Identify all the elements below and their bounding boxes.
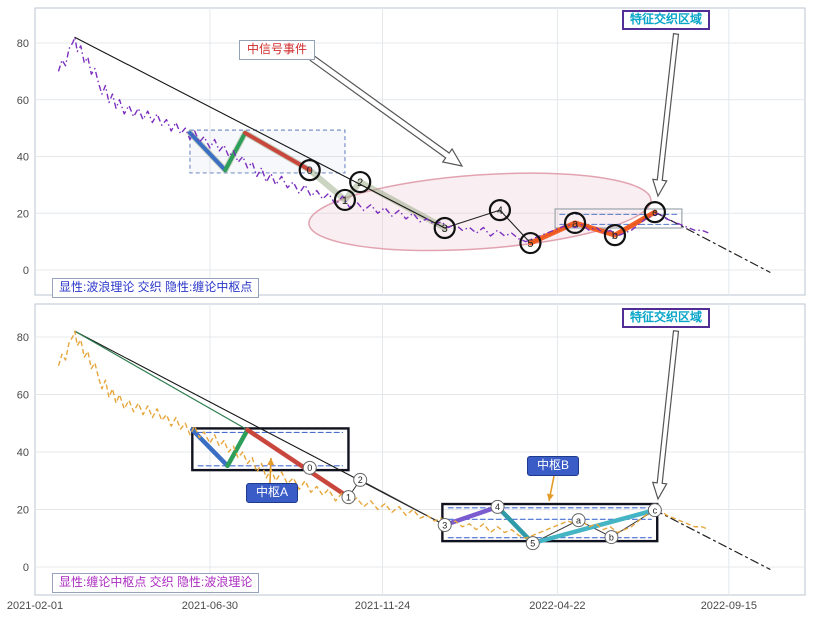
- y-tick-label: 80: [17, 38, 29, 50]
- panel-frame-top: [34, 7, 806, 296]
- legend-caption-top: 显性:波浪理论 交织 隐性:缠论中枢点: [52, 278, 260, 298]
- wave-point-label: c: [653, 505, 658, 515]
- wave-point-label: b: [609, 532, 614, 542]
- price-line-top: [57, 36, 710, 243]
- wave-point-marker: [333, 188, 357, 212]
- wave-point-label: 0: [307, 165, 313, 177]
- wave-point-label: 0: [307, 463, 312, 473]
- series-segment: [223, 130, 248, 173]
- x-tick-label: 2021-02-01: [7, 600, 63, 612]
- wave-point-label: b: [612, 230, 618, 242]
- y-tick-label: 40: [17, 447, 29, 459]
- wave-point-label: 5: [530, 538, 535, 548]
- wave-point-label: 3: [442, 223, 448, 235]
- wave-point-marker: [433, 216, 456, 240]
- series-segment: [74, 36, 446, 229]
- panel-frame-bottom: [34, 303, 806, 596]
- annotation-arrow: [309, 54, 464, 167]
- feature-zone-label-bottom: 特征交织区域: [622, 308, 711, 328]
- y-tick-label: 80: [17, 332, 29, 344]
- wave-point-marker: [604, 530, 619, 545]
- series-segment: [527, 209, 658, 246]
- signal-event-label: 中信号事件: [239, 40, 316, 60]
- pivot-b-label: 中枢B: [527, 456, 580, 476]
- feature-zone-label-top: 特征交织区域: [622, 10, 711, 30]
- series-segment: [654, 509, 771, 570]
- wave-point-marker: [437, 518, 452, 533]
- wave-point-marker: [341, 490, 356, 505]
- highlight-ellipse: [308, 172, 652, 252]
- wave-point-marker: [519, 231, 542, 255]
- annotation-arrow: [651, 33, 680, 198]
- wave-point-marker: [647, 503, 662, 518]
- y-tick-label: 0: [23, 562, 29, 574]
- pivot-arrow-head: [546, 493, 554, 501]
- x-tick-label: 2021-06-30: [182, 600, 238, 612]
- wave-point-marker: [525, 536, 540, 551]
- series-segment: [74, 330, 446, 526]
- series-segment: [225, 427, 250, 469]
- series-segment: [74, 330, 249, 431]
- wave-point-label: 1: [346, 492, 351, 502]
- wave-point-marker: [349, 170, 372, 194]
- series-segment: [243, 130, 312, 173]
- wave-point-label: 5: [527, 238, 533, 250]
- y-tick-label: 20: [17, 505, 29, 517]
- price-line-bottom: [57, 330, 710, 539]
- y-tick-label: 0: [23, 265, 29, 277]
- wave-point-marker: [603, 223, 627, 247]
- wave-point-label: 2: [358, 475, 363, 485]
- legend-caption-bottom: 显性:缠论中枢点 交织 隐性:波浪理论: [52, 573, 260, 593]
- x-tick-label: 2022-04-22: [529, 600, 585, 612]
- wave-point-marker: [298, 159, 321, 182]
- wave-point-label: 4: [495, 502, 500, 512]
- annotation-arrow: [651, 330, 680, 501]
- y-tick-label: 60: [17, 95, 29, 107]
- pivot-a-label: 中枢A: [246, 483, 299, 503]
- pivot-zone-rect: [554, 208, 683, 229]
- wave-point-marker: [563, 211, 587, 234]
- y-tick-label: 60: [17, 390, 29, 402]
- wave-point-label: 2: [357, 177, 363, 189]
- wave-point-marker: [643, 201, 666, 224]
- series-segment: [530, 507, 658, 546]
- wave-point-label: 4: [497, 205, 503, 217]
- wave-point-marker: [302, 460, 317, 475]
- series-segment: [187, 130, 228, 173]
- wave-point-label: 1: [342, 195, 348, 207]
- wave-point-marker: [488, 199, 512, 222]
- wave-point-label: 3: [442, 520, 447, 530]
- x-tick-label: 2022-09-15: [701, 600, 757, 612]
- wave-point-marker: [490, 499, 505, 514]
- pivot-arrow-head: [267, 458, 275, 466]
- y-tick-label: 20: [17, 208, 29, 220]
- wave-point-label: c: [652, 207, 658, 219]
- y-tick-label: 40: [17, 152, 29, 164]
- series-segment: [245, 427, 351, 500]
- x-tick-label: 2021-11-24: [355, 600, 410, 612]
- wave-point-label: a: [576, 515, 581, 525]
- wave-point-marker: [571, 513, 586, 528]
- wave-point-label: a: [572, 218, 579, 230]
- wave-point-marker: [353, 472, 368, 487]
- series-segment: [442, 504, 500, 528]
